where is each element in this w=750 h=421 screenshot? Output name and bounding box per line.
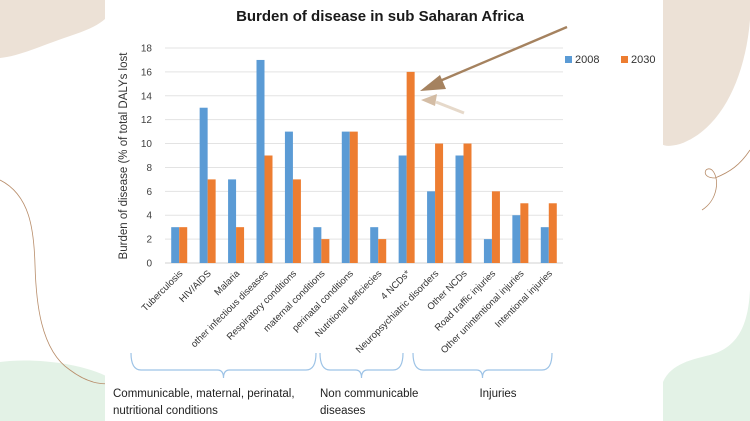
legend-swatch-2030 <box>621 56 628 63</box>
annotation-arrow <box>420 25 568 115</box>
y-axis-label: Burden of disease (% of total DALYs lost <box>118 52 130 260</box>
arrow-head <box>420 75 446 91</box>
bar-2008 <box>228 179 237 263</box>
bar-2008 <box>341 131 350 263</box>
y-tick-label: 8 <box>146 163 152 174</box>
group-label: Non communicable <box>320 388 418 400</box>
bar-2008 <box>313 227 322 263</box>
bars <box>171 59 557 263</box>
bar-2030 <box>292 179 301 263</box>
bar-2030 <box>548 203 557 263</box>
bar-2008 <box>171 227 180 263</box>
bar-2030 <box>491 191 500 263</box>
bar-2008 <box>512 215 521 263</box>
bar-2030 <box>179 227 188 263</box>
bar-2030 <box>207 179 216 263</box>
bar-2030 <box>520 203 529 263</box>
category-group-labels: Communicable, maternal, perinatal, nutrit… <box>113 388 517 417</box>
chart-title: Burden of disease in sub Saharan Africa <box>236 8 525 25</box>
bar-2030 <box>236 227 245 263</box>
bar-2008 <box>370 227 379 263</box>
y-tick-label: 16 <box>141 67 153 78</box>
group-label: Communicable, maternal, perinatal, <box>113 388 295 400</box>
bar-2030 <box>435 143 444 263</box>
group-brace <box>130 352 317 379</box>
bar-2008 <box>398 155 407 263</box>
bar-2030 <box>349 131 358 263</box>
deco-line-left <box>0 179 119 385</box>
legend-label-2030: 2030 <box>631 54 655 66</box>
y-tick-label: 18 <box>141 44 153 55</box>
bar-2030 <box>406 71 415 263</box>
chart-image-panel <box>105 0 663 421</box>
group-label: Injuries <box>479 388 516 400</box>
arrow-shaft <box>427 25 568 88</box>
bar-2008 <box>199 107 208 263</box>
y-tick-label: 10 <box>141 139 153 150</box>
beige-blob-top-left <box>0 0 115 58</box>
deco-line-right <box>701 149 750 211</box>
arrow-shadow-head <box>421 94 437 106</box>
bar-2008 <box>455 155 464 263</box>
bar-2008 <box>427 191 436 263</box>
green-blob-bottom-left <box>0 360 110 421</box>
category-group-braces <box>130 352 553 379</box>
y-axis-ticks: 0 2 4 6 8 10 12 14 16 18 <box>141 44 153 270</box>
bar-2030 <box>321 239 330 263</box>
legend-swatch-2008 <box>565 56 572 63</box>
y-tick-label: 2 <box>146 235 152 246</box>
green-blob-bottom-right <box>660 290 750 421</box>
group-brace <box>319 352 404 379</box>
y-tick-label: 14 <box>141 91 153 102</box>
legend-label-2008: 2008 <box>575 54 599 66</box>
bar-2008 <box>256 59 265 263</box>
x-tick-label: Tuberculosis <box>140 268 186 314</box>
legend: 2008 2030 <box>565 54 655 66</box>
bar-2008 <box>483 239 492 263</box>
y-tick-label: 4 <box>146 211 152 222</box>
group-label: diseases <box>320 405 366 417</box>
arrow-shadow-shaft <box>435 100 465 115</box>
y-tick-label: 6 <box>146 187 152 198</box>
beige-blob-top-right <box>660 0 750 146</box>
bar-2030 <box>463 143 472 263</box>
y-tick-label: 12 <box>141 115 153 126</box>
y-tick-label: 0 <box>146 259 152 270</box>
gridlines <box>165 47 563 264</box>
bar-2008 <box>540 227 549 263</box>
bar-2030 <box>378 239 387 263</box>
bar-2008 <box>284 131 293 263</box>
group-brace <box>412 352 553 379</box>
bar-2030 <box>264 155 273 263</box>
group-label: nutritional conditions <box>113 405 218 417</box>
